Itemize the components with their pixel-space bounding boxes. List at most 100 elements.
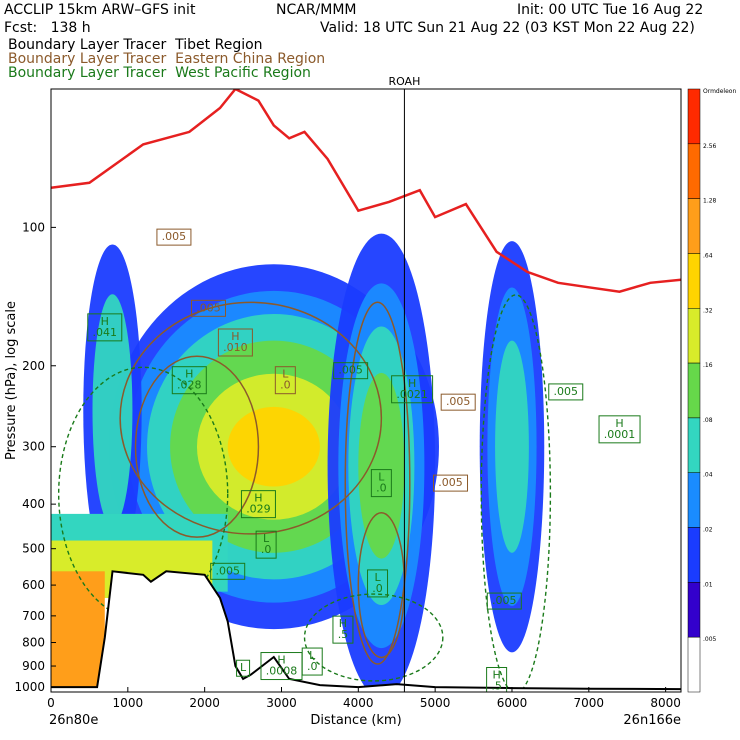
terrain-line [51,570,681,691]
contour-label: H.041 [87,313,123,342]
contour-label-text: L [240,661,247,674]
green-contour-1 [57,366,229,622]
x-tick-label: 8000 [650,696,681,710]
contour-label-text: .5 [491,679,502,692]
y-tick-label: 500 [22,542,45,556]
y-axis-label: Pressure (hPa), log scale [4,301,19,460]
contour-label: L.0 [370,469,392,498]
colorbar-swatch [687,472,701,528]
contour-label: .005 [440,393,476,411]
colorbar-level-label: .005 [703,636,717,643]
x-tick-label: 4000 [343,696,374,710]
colorbar-level-label: .08 [703,417,713,424]
contour-label-text: .0 [307,660,318,673]
contour-label-text: .0 [280,379,291,392]
contour-label: .005 [486,592,522,610]
contour-label-text: .005 [446,395,471,408]
contour-label-box [440,393,476,411]
contour-label-box [433,474,469,492]
contour-label-box [332,615,354,644]
contour-label-text: L [378,471,385,484]
plume-shade-0-5 [227,406,320,487]
y-tick-label: 300 [22,440,45,454]
contour-label: L.0 [301,647,323,676]
contour-label-text: H [615,417,623,430]
contour-label-text: .5 [338,628,349,641]
contour-label-box [210,562,246,580]
y-tick-label: 900 [22,659,45,673]
colorbar-swatch [687,362,701,419]
plot-frame [50,88,682,693]
contour-label-box [486,592,522,610]
header-line1-right: Init: 00 UTC Tue 16 Aug 22 [517,2,704,18]
colorbar-level-label: 2.56 [703,143,717,150]
y-tick-label: 800 [22,636,45,650]
header-line2-right: Valid: 18 UTC Sun 21 Aug 22 (03 KST Mon … [320,20,695,36]
boundary-layer-shade [51,571,105,688]
contour-label-text: .0008 [266,665,298,678]
colorbar-swatch [687,527,701,583]
colorbar-level-label: Ormdeleon [703,88,736,95]
contour-label-text: L [263,532,270,545]
contour-label-box [598,415,641,444]
contour-label-text: .0 [376,482,387,495]
colorbar-swatch [687,253,701,309]
contour-label-box [370,469,392,498]
terrain-fill [51,571,681,692]
contour-label: .005 [156,228,192,246]
contour-label-text: H [277,654,285,667]
contour-label: .005 [433,474,469,492]
contour-label-text: .005 [338,364,363,377]
contour-label-box [260,652,303,681]
contour-label-text: H [492,668,500,681]
x-tick-label: 2000 [189,696,220,710]
profile-lines [51,89,681,692]
contour-label-text: .029 [246,503,271,516]
colorbar-swatch [687,198,701,254]
header-line1-left: ACCLIP 15km ARW–GFS init [4,2,196,18]
contour-label: .005 [548,383,584,401]
plume-shade-2-2 [495,340,529,553]
contour-label: .005 [191,299,226,317]
contour-label-text: H [408,377,416,390]
contour-label: .005 [333,362,369,380]
legend-eastern-china: Boundary Layer Tracer Eastern China Regi… [8,51,326,67]
contour-label-text: L [374,571,381,584]
contour-label-box [367,569,389,598]
contour-label-text: .0 [261,543,272,556]
x-tick-label: 7000 [574,696,605,710]
contour-label-text: .005 [162,230,187,243]
contour-label: L.0 [255,530,277,559]
legend-tibet: Boundary Layer Tracer Tibet Region [8,37,263,53]
contour-label-text: H [231,330,239,343]
axes: 0 1000 2000 3000 4000 5000 6000 7000 80001002003… [4,75,681,728]
roah-marker-label: ROAH [388,75,420,88]
contour-label: H.5 [332,615,354,644]
colorbar-swatch [687,582,701,638]
contour-label-text: .005 [554,385,579,398]
contour-label-text: .010 [223,341,248,354]
plume-shade-3-1 [92,294,133,527]
green-contour-2 [303,593,444,682]
contour-label: H.028 [171,366,207,395]
contour-label-box [548,383,584,401]
brown-contour-3 [134,355,260,538]
y-tick-label: 200 [22,359,45,373]
colorbar-level-label: .64 [703,252,713,259]
contour-label: H.029 [240,490,276,519]
contour-label: L.0 [274,366,296,395]
contour-label-box [171,366,207,395]
x-tick-label: 6000 [497,696,528,710]
header-line1-center: NCAR/MMM [276,2,357,18]
x-tick-label: 0 [47,696,55,710]
y-tick-label: 1000 [14,680,45,694]
contour-label-text: .005 [196,301,221,314]
brown-contour-0 [119,301,383,535]
contour-label-text: H [339,617,347,630]
contour-labels: H.041.005.005H.010L.0H.028.005H.0021.005… [87,228,641,692]
x-tick-label: 5000 [420,696,451,710]
y-tick-label: 700 [22,609,45,623]
contour-label-text: .0001 [604,428,636,441]
contour-label-box [240,490,276,519]
